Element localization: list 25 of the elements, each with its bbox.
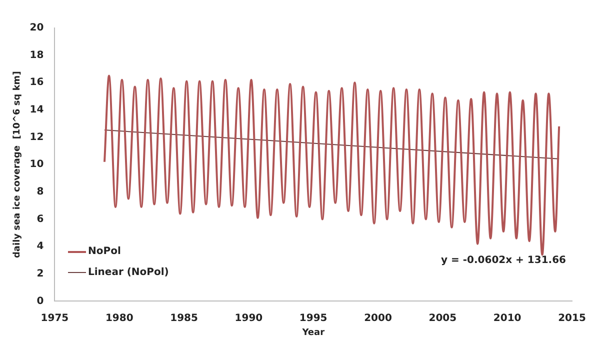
legend-label: NoPol — [88, 246, 121, 257]
y-tick-label: 14 — [30, 104, 44, 116]
x-tick-label: 1985 — [170, 312, 198, 324]
legend-label: Linear (NoPol) — [88, 267, 169, 278]
y-tick-label: 10 — [30, 159, 44, 170]
y-tick-label: 6 — [36, 214, 44, 225]
y-tick-label: 4 — [36, 241, 44, 252]
x-tick-label: 2005 — [428, 312, 457, 324]
x-tick-label: 2000 — [364, 312, 392, 324]
x-tick-label: 2010 — [493, 312, 522, 324]
y-tick-label: 12 — [30, 132, 44, 143]
y-tick-label: 18 — [30, 50, 44, 61]
y-tick-label: 0 — [36, 296, 44, 307]
y-tick-label: 8 — [36, 186, 44, 198]
x-tick-label: 2015 — [558, 312, 586, 324]
y-tick-label: 2 — [36, 268, 44, 280]
y-tick-label: 20 — [30, 22, 44, 34]
x-tick-label: 1990 — [234, 312, 263, 324]
y-tick-label: 16 — [30, 77, 44, 88]
x-tick-label: 1980 — [105, 312, 134, 324]
x-tick-label: 1975 — [40, 312, 69, 324]
y-axis-title: daily sea ice coverage [10^6 sq km] — [12, 71, 23, 258]
x-tick-label: 1995 — [299, 312, 328, 324]
annotation: y = -0.0602x + 131.66 — [441, 255, 566, 266]
x-axis-title: Year — [301, 328, 326, 338]
